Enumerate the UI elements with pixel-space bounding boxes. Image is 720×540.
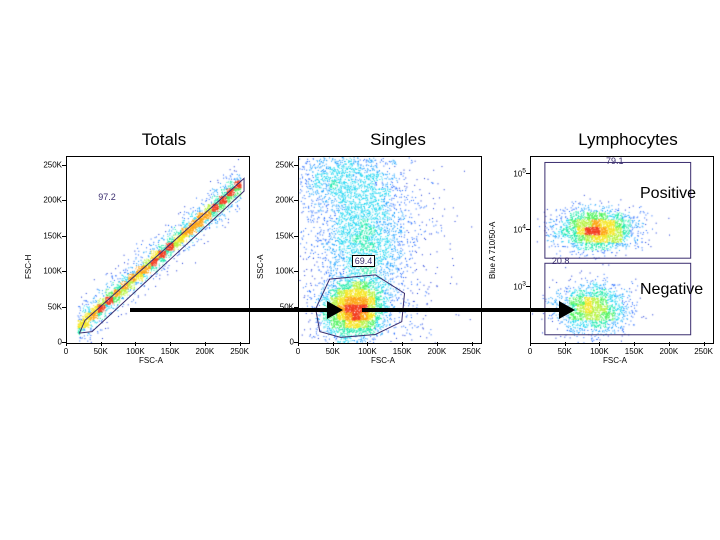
xtick: 50K xyxy=(94,347,108,356)
plot-singles: 69.4 xyxy=(298,156,482,344)
positive-gate xyxy=(545,162,691,258)
ytick: 200K xyxy=(34,196,62,205)
ytick: 0 xyxy=(34,338,62,347)
xtick: 250K xyxy=(694,347,713,356)
yaxis-label-singles: SSC-A xyxy=(256,219,265,279)
ytick: 104 xyxy=(498,224,526,235)
xtick: 50K xyxy=(558,347,572,356)
panel-title-totals: Totals xyxy=(124,130,204,150)
xtick: 50K xyxy=(326,347,340,356)
xtick: 0 xyxy=(296,347,300,356)
xtick: 150K xyxy=(625,347,644,356)
ytick: 0 xyxy=(266,338,294,347)
xtick: 250K xyxy=(230,347,249,356)
ytick: 250K xyxy=(34,160,62,169)
xaxis-label-singles: FSC-A xyxy=(371,356,395,365)
lymphocyte-gate-label: 69.4 xyxy=(352,255,376,267)
positive-gate-label: 79.1 xyxy=(606,156,624,166)
ytick: 150K xyxy=(34,231,62,240)
plot-lymphocytes: 79.1 20.8 xyxy=(530,156,714,344)
ytick: 50K xyxy=(34,302,62,311)
xtick: 100K xyxy=(126,347,145,356)
ytick: 103 xyxy=(498,280,526,291)
panel-title-lymphocytes: Lymphocytes xyxy=(568,130,688,150)
yaxis-label-totals: FSC-H xyxy=(24,219,33,279)
xtick: 150K xyxy=(161,347,180,356)
ytick: 100K xyxy=(266,267,294,276)
ytick: 105 xyxy=(498,168,526,179)
xtick: 0 xyxy=(64,347,68,356)
side-label-positive: Positive xyxy=(640,185,696,203)
xtick: 250K xyxy=(462,347,481,356)
xaxis-label-lymphocytes: FSC-A xyxy=(603,356,627,365)
yaxis-label-lymphocytes: Blue A 710/50-A xyxy=(488,219,497,279)
xaxis-label-totals: FSC-A xyxy=(139,356,163,365)
xtick: 200K xyxy=(428,347,447,356)
xtick: 100K xyxy=(590,347,609,356)
plot-totals: 97.2 xyxy=(66,156,250,344)
ytick: 200K xyxy=(266,196,294,205)
ytick: 150K xyxy=(266,231,294,240)
xtick: 100K xyxy=(358,347,377,356)
xtick: 200K xyxy=(196,347,215,356)
xtick: 0 xyxy=(528,347,532,356)
panel-title-singles: Singles xyxy=(358,130,438,150)
negative-gate-label: 20.8 xyxy=(552,256,570,266)
ytick: 100K xyxy=(34,267,62,276)
side-label-negative: Negative xyxy=(640,281,703,299)
xtick: 200K xyxy=(660,347,679,356)
ytick: 250K xyxy=(266,160,294,169)
xtick: 150K xyxy=(393,347,412,356)
doublet-gate-label: 97.2 xyxy=(98,192,116,202)
